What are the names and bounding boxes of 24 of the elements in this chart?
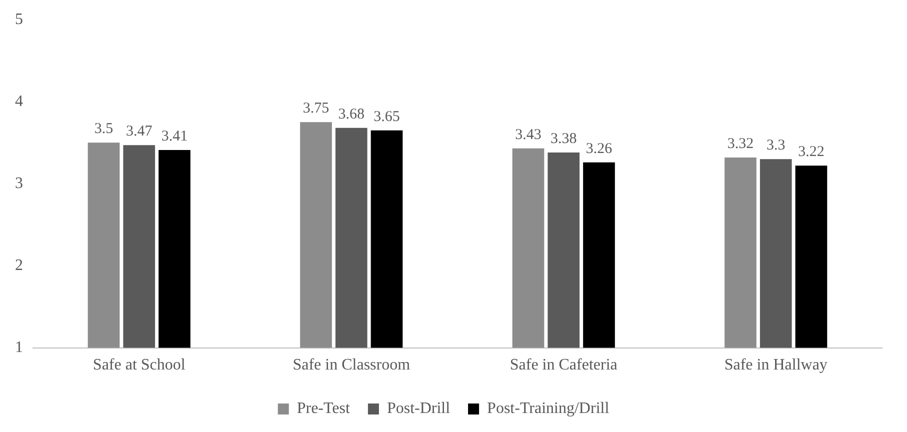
data-label: 3.47 [126, 124, 153, 140]
data-label: 3.3 [766, 138, 786, 154]
x-tick-label: Safe in Hallway [724, 356, 828, 374]
legend-label: Post-Training/Drill [487, 400, 610, 418]
y-tick-label: 2 [15, 256, 23, 274]
data-label: 3.75 [302, 100, 330, 117]
data-label: 3.22 [798, 144, 824, 160]
x-tick-label: Safe in Classroom [292, 356, 411, 374]
data-label: 3.43 [515, 126, 542, 143]
x-tick-label: Safe in Cafeteria [510, 356, 618, 374]
data-label: 3.26 [586, 140, 613, 157]
legend-label: Post-Drill [386, 400, 451, 418]
data-label: 3.68 [338, 106, 364, 122]
y-tick-label: 3 [15, 174, 23, 192]
legend-label: Pre-Test [296, 400, 350, 418]
y-tick-label: 4 [15, 92, 23, 110]
data-label: 3.65 [374, 108, 400, 125]
data-label: 3.38 [550, 130, 577, 147]
data-label: 3.5 [94, 121, 114, 138]
x-tick-label: Safe at School [92, 356, 186, 374]
data-label: 3.41 [161, 128, 188, 144]
data-label: 3.32 [727, 136, 754, 152]
y-tick-label: 1 [15, 339, 23, 356]
y-tick-label: 5 [15, 10, 23, 28]
